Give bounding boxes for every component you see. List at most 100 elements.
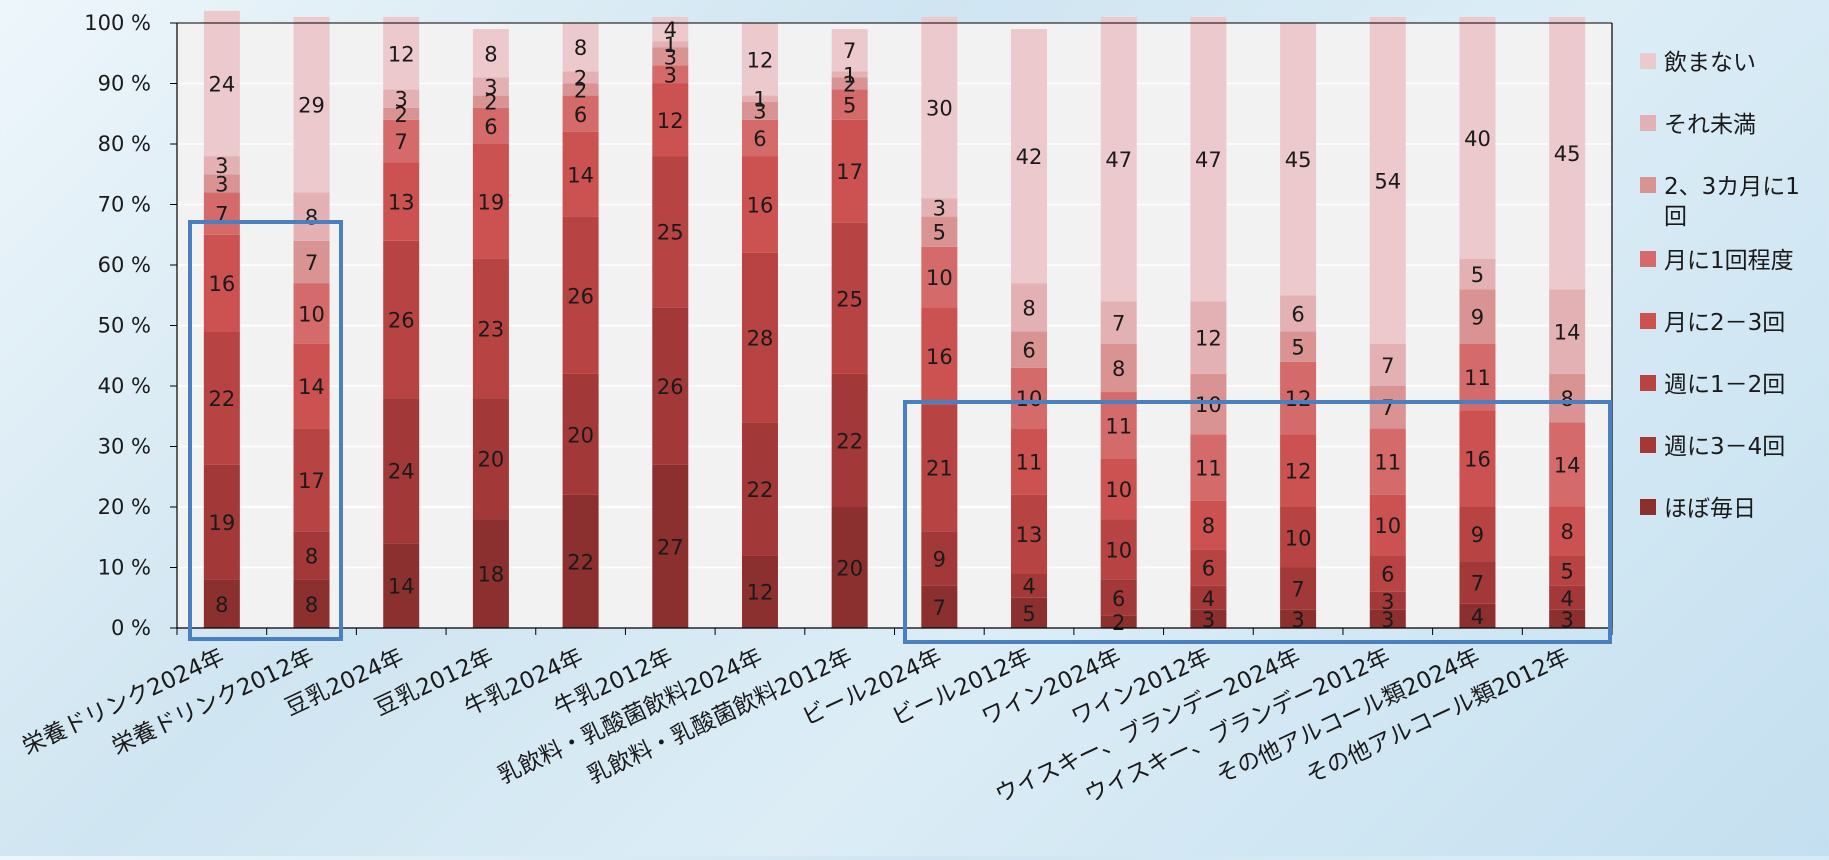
data-label: 1 [753, 88, 766, 112]
bar-segment [1280, 609, 1317, 628]
data-label: 27 [657, 535, 684, 559]
bar-segment [472, 77, 509, 96]
data-label: 25 [836, 287, 863, 311]
data-label: 16 [1464, 448, 1491, 472]
data-label: 26 [567, 284, 594, 308]
data-label: 11 [1195, 457, 1222, 481]
data-label: 6 [1022, 339, 1035, 363]
data-label: 12 [1285, 460, 1312, 484]
bar-segment [652, 156, 689, 308]
bar-segment [1190, 585, 1227, 610]
bar-segment [1369, 16, 1406, 344]
data-label: 42 [1016, 145, 1043, 169]
bar-segment [203, 10, 240, 157]
bar-segment [1011, 573, 1048, 598]
data-label: 8 [305, 593, 318, 617]
data-label: 26 [657, 375, 684, 399]
y-tick-label: 80 % [98, 132, 151, 156]
bar-segment [472, 258, 509, 399]
bar-segment [1369, 343, 1406, 386]
bar-segment [562, 131, 599, 217]
bar-segment [1369, 555, 1406, 592]
bar-segment [1011, 428, 1048, 495]
legend-swatch [1640, 115, 1656, 131]
data-label: 30 [926, 97, 953, 121]
data-label: 5 [1022, 602, 1035, 626]
data-label: 8 [574, 36, 587, 60]
data-label: 10 [1016, 387, 1043, 411]
bar-segment [652, 464, 689, 628]
bar-segment [383, 398, 420, 544]
y-tick-label: 90 % [98, 72, 151, 96]
data-label: 5 [843, 94, 856, 118]
bar-segment [921, 307, 958, 405]
bar-segment [472, 95, 509, 108]
bar-segment [203, 192, 240, 235]
legend-swatch [1640, 177, 1656, 193]
y-tick-label: 20 % [98, 495, 151, 519]
data-label: 8 [1202, 514, 1215, 538]
bar-segment [831, 77, 868, 90]
data-label: 6 [753, 127, 766, 151]
data-label: 23 [478, 318, 505, 342]
data-label: 8 [1022, 296, 1035, 320]
bar-segment [921, 216, 958, 247]
data-label: 8 [1560, 387, 1573, 411]
bar-segment [383, 107, 420, 120]
bar-segment [1190, 373, 1227, 435]
bar-segment [562, 373, 599, 495]
bar-segment [831, 119, 868, 223]
data-label: 12 [1195, 327, 1222, 351]
data-label: 9 [1471, 523, 1484, 547]
data-label: 11 [1016, 451, 1043, 475]
bar-segment [383, 162, 420, 241]
bar-segment [1190, 549, 1227, 586]
data-label: 9 [1471, 305, 1484, 329]
bar-segment [741, 252, 778, 423]
bar-segment [1280, 507, 1317, 568]
data-label: 2 [484, 91, 497, 115]
data-label: 4 [1471, 605, 1484, 629]
bar-segment [1549, 373, 1586, 423]
bar-segment [1549, 609, 1586, 628]
y-tick-label: 50 % [98, 314, 151, 338]
bar-segment [293, 579, 330, 628]
bar-segment [1190, 609, 1227, 628]
highlight-box-nutrition [188, 220, 343, 641]
bar-segment [1369, 494, 1406, 556]
data-label: 10 [926, 266, 953, 290]
data-label: 10 [1105, 538, 1132, 562]
data-label: 17 [298, 469, 325, 493]
data-label: 20 [836, 557, 863, 581]
data-label: 16 [208, 272, 235, 296]
bar-segment [1280, 23, 1317, 296]
data-label: 3 [215, 172, 228, 196]
y-tick-label: 60 % [98, 253, 151, 277]
data-label: 7 [305, 251, 318, 275]
bar-segment [1100, 579, 1137, 616]
data-label: 18 [478, 563, 505, 587]
data-label: 17 [836, 160, 863, 184]
data-label: 1 [664, 33, 677, 57]
bar-segment [1011, 331, 1048, 368]
data-label: 24 [208, 73, 235, 97]
y-tick-label: 70 % [98, 193, 151, 217]
bar-segment [1100, 519, 1137, 580]
bar-segment [562, 216, 599, 374]
bar-segment [293, 428, 330, 532]
legend-label: 飲まない [1664, 50, 1756, 76]
bar-segment [1459, 289, 1496, 344]
bar-segment [921, 16, 958, 199]
bar-segment [203, 464, 240, 580]
bar-segment [1190, 500, 1227, 550]
data-label: 7 [843, 39, 856, 63]
data-label: 3 [1560, 608, 1573, 632]
bar-segment [562, 83, 599, 96]
data-label: 7 [1381, 354, 1394, 378]
data-label: 47 [1195, 148, 1222, 172]
data-label: 2 [574, 66, 587, 90]
bar-segment [203, 174, 240, 193]
bar-segment [1459, 507, 1496, 562]
